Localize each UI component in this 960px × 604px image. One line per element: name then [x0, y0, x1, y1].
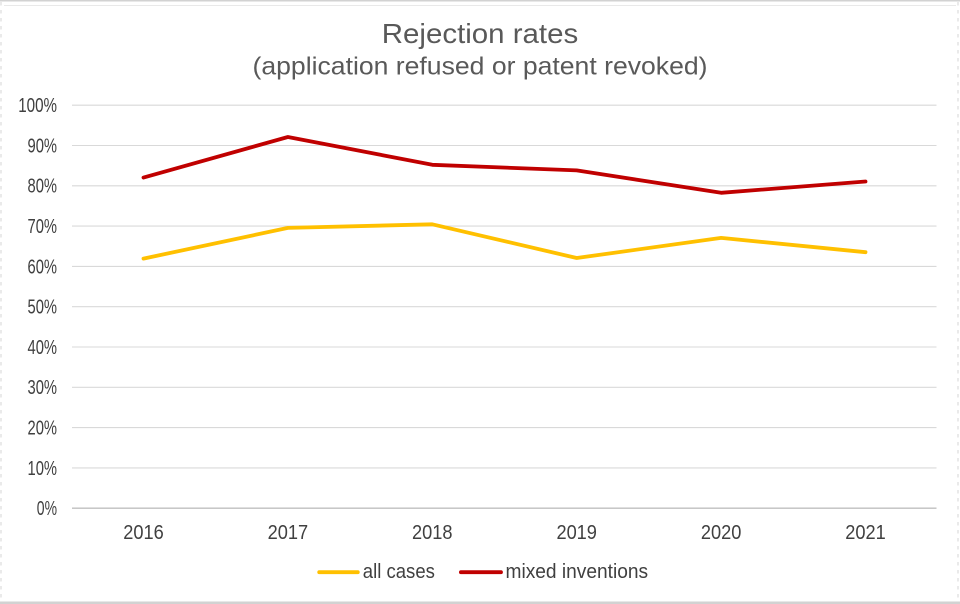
- svg-text:2017: 2017: [268, 521, 309, 544]
- svg-text:80%: 80%: [28, 175, 58, 198]
- svg-text:2018: 2018: [412, 521, 453, 544]
- svg-text:0%: 0%: [37, 497, 57, 520]
- svg-text:(application refused or patent: (application refused or patent revoked): [253, 53, 708, 81]
- svg-text:50%: 50%: [28, 296, 58, 319]
- svg-text:60%: 60%: [28, 255, 58, 278]
- svg-text:100%: 100%: [18, 94, 57, 117]
- svg-text:2016: 2016: [123, 521, 164, 544]
- svg-text:30%: 30%: [28, 376, 58, 399]
- svg-text:40%: 40%: [28, 336, 58, 359]
- svg-text:20%: 20%: [28, 417, 58, 440]
- svg-text:10%: 10%: [28, 457, 58, 480]
- svg-text:2019: 2019: [556, 521, 597, 544]
- svg-text:all cases: all cases: [363, 560, 435, 583]
- svg-text:2021: 2021: [845, 521, 886, 544]
- svg-text:70%: 70%: [28, 215, 58, 238]
- svg-text:2020: 2020: [701, 521, 742, 544]
- svg-text:90%: 90%: [28, 134, 58, 157]
- svg-text:mixed inventions: mixed inventions: [506, 560, 649, 583]
- svg-text:Rejection rates: Rejection rates: [382, 18, 579, 49]
